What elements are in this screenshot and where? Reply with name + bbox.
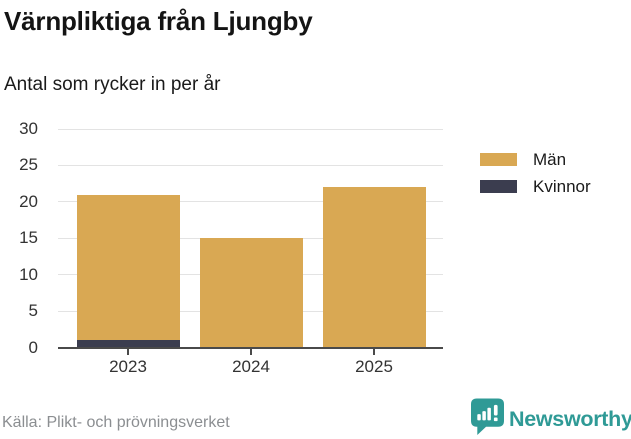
gridline-y25 bbox=[58, 164, 443, 166]
y-axis-tick-label: 15 bbox=[19, 228, 38, 248]
bar-2023-kvinnor bbox=[76, 340, 180, 348]
bar-2024-män bbox=[199, 238, 303, 348]
x-axis-category-label: 2023 bbox=[109, 357, 147, 376]
gridline-y30 bbox=[58, 128, 443, 130]
gridline-y20 bbox=[58, 201, 443, 203]
x-axis-tick bbox=[373, 348, 375, 355]
y-axis-tick-label: 25 bbox=[19, 155, 38, 175]
newsworthy-wordmark: Newsworthy bbox=[509, 406, 631, 431]
legend-swatch-män bbox=[480, 153, 517, 166]
x-axis-category-label: 2025 bbox=[355, 357, 393, 376]
y-axis-tick-label: 5 bbox=[28, 301, 38, 321]
x-axis-category-label: 2024 bbox=[232, 357, 270, 376]
legend-label: Män bbox=[533, 149, 567, 169]
legend: Män Kvinnor bbox=[480, 146, 591, 200]
y-axis-tick-label: 20 bbox=[19, 191, 38, 211]
newsworthy-logo-link[interactable]: Newsworthy bbox=[471, 398, 631, 439]
x-axis-line bbox=[58, 346, 443, 349]
y-axis-tick-label: 0 bbox=[28, 337, 38, 357]
y-axis-tick-label: 30 bbox=[19, 119, 38, 138]
newsworthy-icon bbox=[471, 398, 504, 439]
legend-swatch-kvinnor bbox=[480, 180, 517, 193]
source-note: Källa: Plikt- och prövningsverket bbox=[2, 414, 230, 431]
bar-2023-män bbox=[76, 194, 180, 341]
chart-title: Värnpliktiga från Ljungby bbox=[4, 6, 313, 36]
bar-2025-män bbox=[322, 187, 426, 348]
legend-item-män: Män bbox=[480, 146, 591, 173]
legend-item-kvinnor: Kvinnor bbox=[480, 173, 591, 200]
legend-label: Kvinnor bbox=[533, 176, 591, 196]
x-axis-tick bbox=[250, 348, 252, 355]
x-axis-tick bbox=[127, 348, 129, 355]
y-axis-tick-label: 10 bbox=[19, 264, 38, 284]
chart-subtitle: Antal som rycker in per år bbox=[4, 74, 221, 95]
